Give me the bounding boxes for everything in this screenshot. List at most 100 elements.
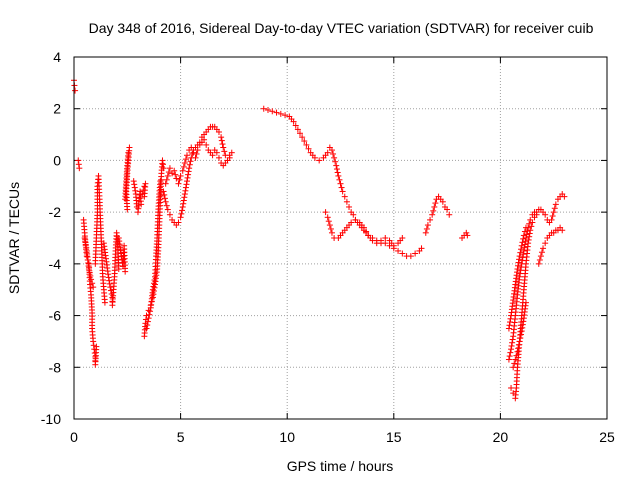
data-point [427, 216, 434, 223]
data-point [533, 211, 540, 218]
data-point [326, 222, 333, 229]
data-point [183, 178, 190, 185]
data-point [520, 232, 527, 239]
data-point [106, 280, 113, 287]
data-point [162, 180, 169, 187]
data-point [186, 165, 193, 172]
data-point [334, 169, 341, 176]
y-axis-label: SDTVAR / TECUs [6, 182, 22, 294]
plot-border [73, 56, 608, 420]
data-point [382, 235, 389, 241]
data-point [87, 272, 94, 279]
data-point [164, 172, 171, 179]
data-point [83, 244, 90, 251]
data-point [182, 156, 189, 163]
data-point [161, 191, 168, 198]
data-point [330, 150, 337, 157]
data-point [260, 105, 267, 112]
data-point [89, 280, 96, 287]
data-point [303, 141, 310, 148]
data-point [519, 239, 526, 246]
data-point [542, 240, 549, 247]
data-point [423, 225, 430, 232]
data-point [181, 160, 188, 167]
data-point [515, 345, 522, 352]
data-point [515, 259, 522, 266]
data-point [399, 250, 406, 257]
data-point [412, 250, 419, 257]
data-point [160, 188, 167, 195]
data-point [324, 214, 331, 221]
x-axis-label: GPS time / hours [287, 458, 394, 474]
data-point [516, 338, 523, 345]
data-point [149, 286, 156, 293]
data-point [176, 176, 183, 183]
data-point [182, 184, 189, 191]
data-point [521, 228, 528, 235]
data-point [213, 149, 220, 156]
data-point [82, 238, 89, 245]
data-point [75, 157, 82, 164]
data-point [350, 211, 357, 218]
data-point [180, 197, 187, 204]
data-point [505, 356, 512, 363]
data-point [520, 318, 527, 325]
data-point [422, 229, 429, 236]
data-point [542, 211, 549, 218]
data-point [522, 299, 529, 306]
data-point [506, 319, 513, 326]
data-point [157, 178, 164, 185]
data-point [506, 353, 513, 360]
y-tick-label: -8 [49, 359, 62, 375]
data-point [360, 224, 367, 231]
data-point [209, 152, 216, 159]
data-point [328, 147, 335, 154]
data-point [193, 150, 200, 157]
data-point [518, 331, 525, 338]
data-point [147, 308, 154, 315]
data-point [322, 209, 329, 216]
data-point [282, 112, 289, 119]
x-tick-label: 0 [70, 429, 78, 445]
data-point [509, 339, 516, 346]
data-point [186, 161, 193, 168]
data-point [179, 203, 186, 210]
data-point [130, 178, 137, 185]
data-point [90, 338, 97, 345]
data-point [333, 166, 340, 173]
data-point [517, 267, 524, 274]
data-point [346, 203, 353, 210]
x-tick-label: 20 [493, 429, 509, 445]
data-point [221, 148, 228, 155]
data-point [517, 334, 524, 341]
data-point [537, 253, 544, 260]
data-point [171, 167, 178, 174]
data-point [166, 165, 173, 172]
data-point [190, 149, 197, 156]
x-tick-label: 5 [177, 429, 185, 445]
data-point [132, 187, 139, 194]
data-point [220, 144, 227, 151]
data-point [516, 253, 523, 260]
data-point [151, 277, 158, 284]
data-point [164, 206, 171, 213]
data-point [90, 284, 97, 291]
data-point [72, 87, 79, 94]
data-point [510, 364, 517, 371]
data-point [538, 249, 545, 256]
data-point [523, 231, 530, 238]
data-point [185, 168, 192, 175]
chart-title: Day 348 of 2016, Sidereal Day-to-day VTE… [89, 20, 594, 36]
data-point [526, 220, 533, 227]
data-point [180, 163, 187, 170]
data-point [185, 171, 192, 178]
data-point [520, 235, 527, 242]
data-point [430, 207, 437, 214]
data-point [203, 141, 210, 148]
data-point [161, 195, 168, 202]
data-point [160, 165, 167, 172]
data-point [337, 180, 344, 187]
data-point [327, 225, 334, 232]
data-point [290, 118, 297, 125]
